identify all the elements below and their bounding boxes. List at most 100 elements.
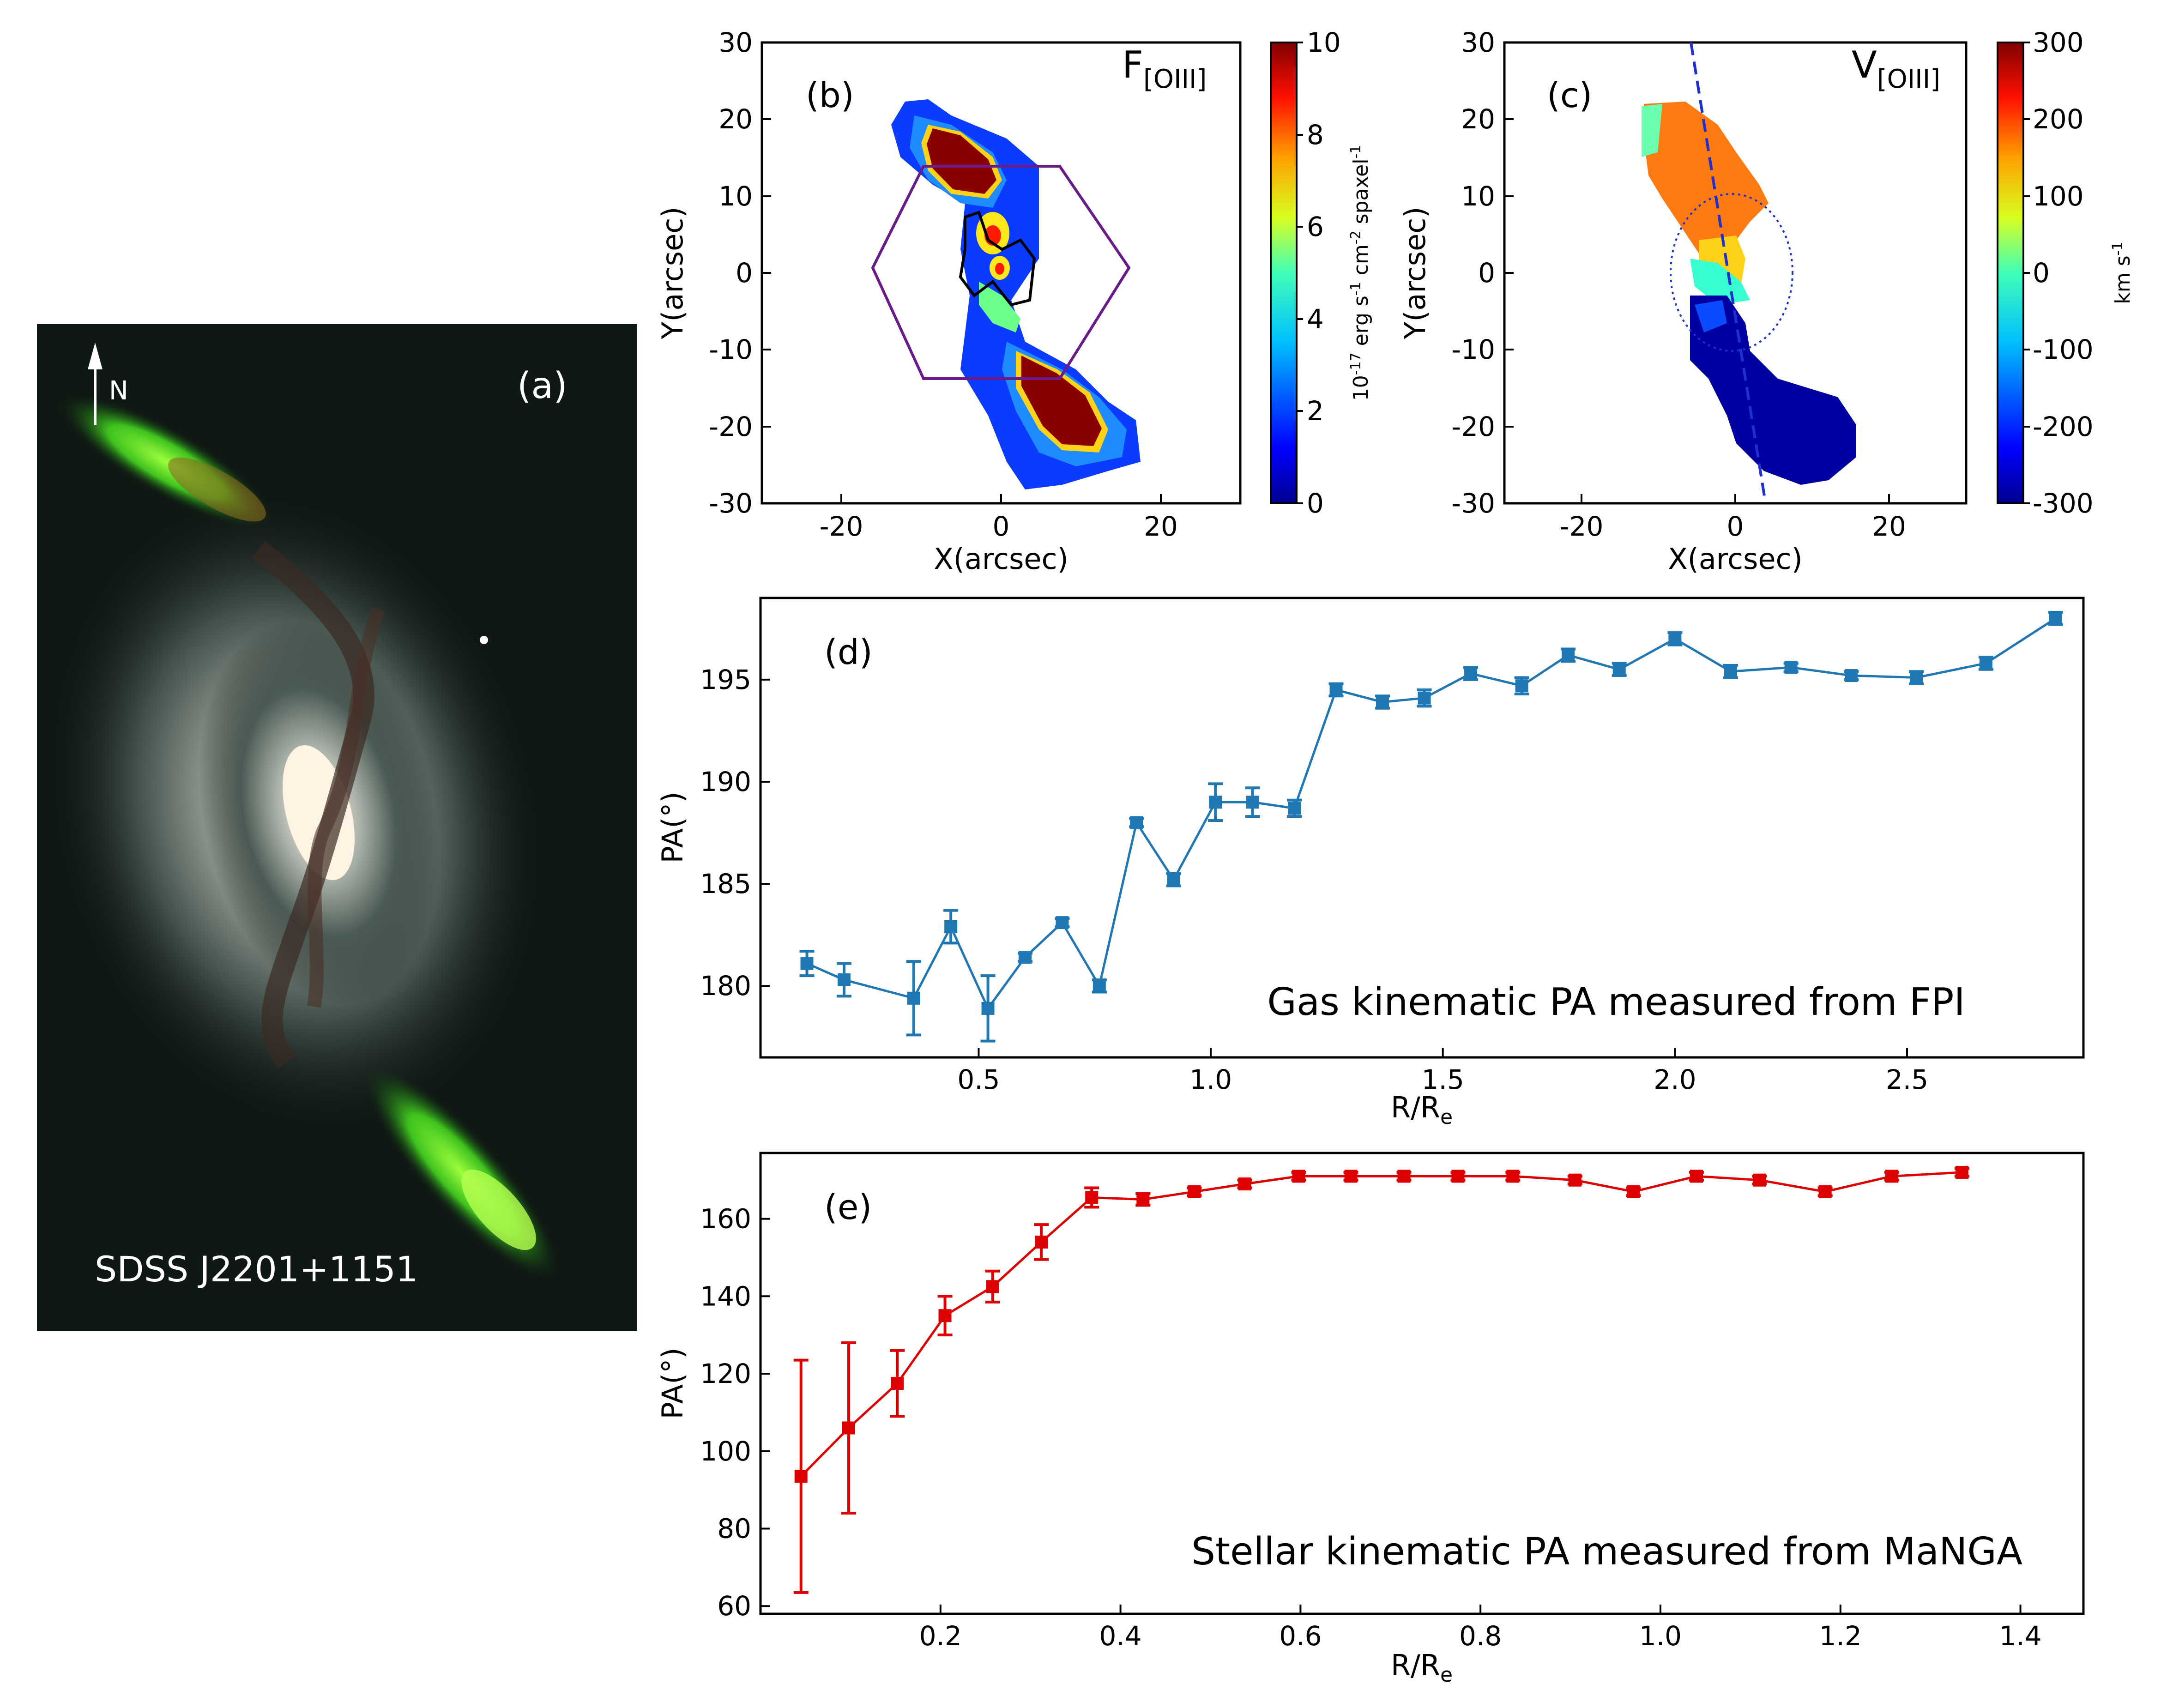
data-point: [1612, 663, 1626, 676]
data-point: [1418, 691, 1431, 705]
velocity-colorbar: [1997, 42, 2024, 504]
data-point: [1344, 1170, 1358, 1183]
data-point: [1464, 667, 1478, 680]
velocity-xtick: 0: [1727, 511, 1744, 542]
data-point: [1188, 1185, 1201, 1198]
x-tick-label: 0.2: [919, 1620, 962, 1652]
x-tick-label: 0.4: [1099, 1620, 1141, 1652]
gas-pa-ticks: 0.5 1.0 1.5 2.0 2.5 180 185 190 195: [700, 664, 1928, 1095]
stellar-pa-ticks: 0.2 0.4 0.6 0.8 1.0 1.2 1.4 60 80 100 120 140 160: [700, 1203, 2041, 1652]
data-point: [1724, 665, 1737, 678]
y-tick-label: 100: [700, 1436, 751, 1467]
velocity-cbar-tick: 300: [2033, 27, 2084, 58]
velocity-colorbar-label: km s-1: [2110, 241, 2135, 304]
velocity-panel-label: (c): [1547, 76, 1592, 115]
data-point: [1136, 1193, 1150, 1206]
data-point: [1910, 671, 1923, 684]
velocity-colorbar-ticks: [2023, 42, 2030, 504]
data-point: [1668, 632, 1682, 646]
data-point: [1376, 695, 1389, 709]
velocity-cbar-tick: 200: [2033, 103, 2084, 135]
velocity-ytick: -10: [1451, 334, 1495, 365]
data-point: [938, 1309, 952, 1322]
data-point: [1209, 796, 1222, 809]
data-point: [1627, 1185, 1640, 1198]
panel-c-velocity-map: -20 0 20 30 20 10 0 -10 -20 -30 X(arcsec…: [1398, 27, 2135, 576]
galaxy-image: [49, 395, 559, 1279]
velocity-ytick: 0: [1478, 257, 1495, 289]
y-tick-label: 80: [717, 1513, 751, 1544]
data-point: [1238, 1177, 1251, 1191]
north-arrow-head-icon: [88, 343, 103, 369]
velocity-cbar-tick: -100: [2033, 334, 2094, 365]
stellar-ylabel: PA(°): [656, 1347, 689, 1419]
flux-colorbar: [1270, 42, 1298, 504]
data-point: [1093, 979, 1106, 993]
flux-map-ticks: [762, 118, 1162, 503]
velocity-ylabel: Y(arcsec): [1398, 207, 1432, 340]
x-tick-label: 0.8: [1459, 1620, 1502, 1652]
gas-annotation: Gas kinematic PA measured from FPI: [1267, 980, 1965, 1024]
data-point: [1568, 1173, 1581, 1187]
y-tick-label: 160: [700, 1203, 751, 1235]
data-point: [944, 920, 958, 933]
y-tick-label: 60: [717, 1590, 751, 1622]
velocity-cbar-tick: 100: [2033, 181, 2084, 212]
x-tick-label: 1.0: [1189, 1064, 1232, 1095]
velocity-xlabel: X(arcsec): [1668, 542, 1803, 576]
stellar-pa-marks: [793, 1165, 1969, 1594]
gas-pa-frame: [759, 597, 2085, 1059]
flux-ytick: -30: [709, 488, 753, 519]
data-point: [1288, 802, 1301, 815]
flux-colorbar-ticks: [1297, 42, 1303, 504]
x-tick-label: 1.5: [1422, 1064, 1464, 1095]
data-point: [1292, 1170, 1305, 1183]
flux-cbar-tick: 8: [1307, 119, 1324, 151]
data-point: [1885, 1170, 1898, 1183]
panel-e-stellar-pa: 0.2 0.4 0.6 0.8 1.0 1.2 1.4 60 80 100 120 140 160 (e…: [656, 1152, 2085, 1687]
velocity-map-ticks: [1504, 118, 1890, 503]
flux-title: F[OIII]: [1122, 43, 1207, 94]
data-point: [981, 1002, 995, 1015]
data-point: [1955, 1165, 1968, 1179]
flux-ytick: 20: [718, 103, 753, 135]
y-tick-label: 185: [700, 868, 751, 899]
flux-cbar-tick: 4: [1307, 303, 1324, 335]
y-tick-label: 190: [700, 766, 751, 797]
gas-panel-label: (d): [824, 633, 873, 672]
data-point: [1506, 1170, 1520, 1183]
velocity-cbar-tick: -200: [2033, 411, 2094, 442]
data-point: [842, 1421, 855, 1435]
data-point: [1085, 1191, 1099, 1204]
data-point: [1784, 661, 1798, 674]
velocity-ytick: 10: [1461, 181, 1495, 212]
data-point: [891, 1377, 904, 1390]
gas-pa-marks: [799, 610, 2063, 1043]
velocity-title: V[OIII]: [1852, 43, 1940, 94]
velocity-xtick: 20: [1872, 511, 1906, 542]
data-point: [1329, 683, 1343, 696]
flux-xtick: 20: [1144, 511, 1178, 542]
y-tick-label: 120: [700, 1358, 751, 1389]
panel-a-galaxy-image: N (a) SDSS J2201+1151: [37, 324, 637, 1331]
y-tick-label: 195: [700, 664, 751, 695]
flux-colorbar-label: 10-17 erg s-1 cm-2 spaxel-1: [1348, 145, 1373, 401]
stellar-xlabel: R/Re: [1391, 1648, 1453, 1687]
x-tick-label: 1.0: [1639, 1620, 1682, 1652]
data-point: [1845, 669, 1858, 682]
flux-xtick: 0: [993, 511, 1010, 542]
x-tick-label: 0.5: [957, 1064, 1000, 1095]
data-point: [1397, 1170, 1411, 1183]
velocity-map-emission: [1642, 102, 1856, 485]
x-tick-label: 1.2: [1819, 1620, 1862, 1652]
series-line: [800, 1171, 1962, 1478]
flux-ytick: 10: [718, 181, 753, 212]
data-point: [2049, 612, 2062, 625]
data-point: [907, 991, 920, 1005]
data-point: [837, 973, 851, 986]
velocity-ytick: 30: [1461, 27, 1495, 58]
velocity-xtick: -20: [1560, 511, 1604, 542]
flux-ytick: 0: [736, 257, 753, 289]
data-point: [1818, 1185, 1832, 1198]
